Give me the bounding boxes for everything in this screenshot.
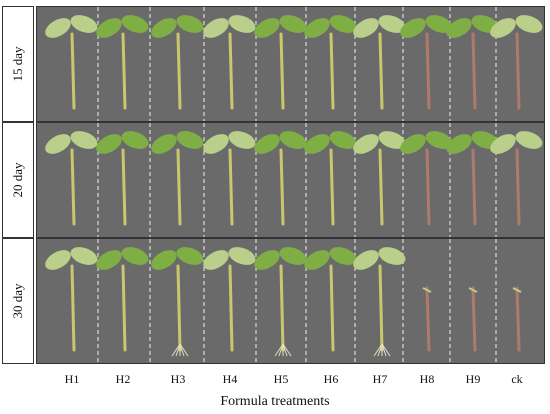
column-label-h5: H5 (273, 372, 289, 386)
column-label-h3: H3 (170, 372, 186, 386)
seedling-image (96, 15, 149, 110)
seedling-image (512, 286, 522, 352)
seedling-image (446, 131, 499, 226)
column-label-h6: H6 (323, 372, 339, 386)
seedling-image (151, 15, 204, 110)
seedling-image (203, 247, 256, 352)
seedling-image (304, 247, 357, 352)
seedling-image (151, 131, 204, 226)
seedling-image (254, 131, 307, 226)
seedling-image (203, 131, 256, 226)
column-label-h1: H1 (64, 372, 80, 386)
row-label-box-30-day: 30 day (2, 238, 34, 364)
seedling-image (96, 247, 149, 352)
seedling-image (400, 131, 453, 226)
seedling-image (254, 247, 307, 357)
seedling-image (45, 15, 98, 110)
column-label-ck: ck (511, 372, 523, 386)
column-label-h7: H7 (372, 372, 388, 386)
seedling-image (446, 15, 499, 110)
seedling-image (151, 247, 204, 357)
column-label-h2: H2 (115, 372, 131, 386)
column-label-h4: H4 (222, 372, 238, 386)
column-label-h9: H9 (465, 372, 481, 386)
column-label-h8: H8 (419, 372, 435, 386)
row-label-box-15-day: 15 day (2, 6, 34, 122)
seedling-image (304, 131, 357, 226)
seedling-image (468, 286, 478, 352)
seedling-image (203, 15, 256, 110)
seedling-image (96, 131, 149, 226)
seedling-image (400, 15, 453, 110)
seedling-image (353, 15, 406, 110)
seedling-image (490, 15, 543, 110)
seedling-image (304, 15, 357, 110)
x-axis-label: Formula treatments (220, 394, 330, 409)
row-label-box-20-day: 20 day (2, 122, 34, 238)
seedling-image (254, 15, 307, 110)
seedling-image (45, 247, 98, 352)
seedling-image (422, 286, 432, 352)
seedling-image (353, 247, 406, 357)
seedling-image (45, 131, 98, 226)
seedling-image (353, 131, 406, 226)
seedling-image (490, 131, 543, 226)
